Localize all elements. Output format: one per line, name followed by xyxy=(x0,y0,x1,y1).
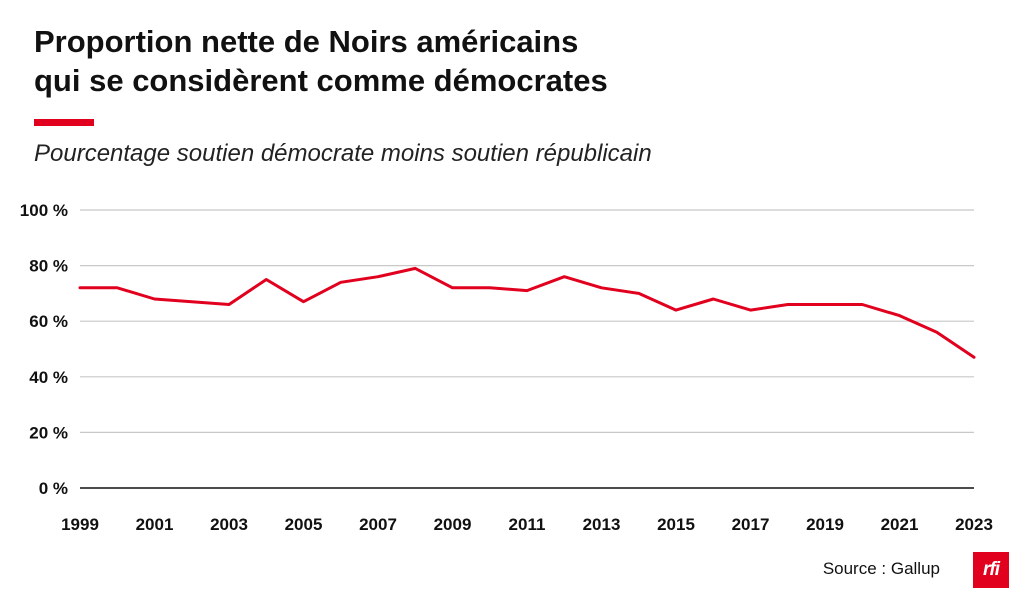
x-tick-label-2015: 2015 xyxy=(657,515,695,534)
y-tick-label-40: 40 % xyxy=(29,368,68,387)
x-tick-label-2001: 2001 xyxy=(136,515,174,534)
source-note: Source : Gallup xyxy=(822,559,940,578)
x-tick-label-2011: 2011 xyxy=(509,515,546,534)
x-tick-label-1999: 1999 xyxy=(61,515,99,534)
grid-lines xyxy=(80,209,974,489)
series-line-0 xyxy=(78,266,976,359)
x-tick-label-2019: 2019 xyxy=(806,515,844,534)
x-tick-label-2005: 2005 xyxy=(285,515,323,534)
x-tick-label-2017: 2017 xyxy=(732,515,770,534)
y-tick-label-80: 80 % xyxy=(29,257,68,276)
y-axis-labels: 0 % 20 % 40 % 60 % 80 % 100 % xyxy=(20,201,68,498)
title-accent-bar xyxy=(34,119,94,126)
chart-title: Proportion nette de Noirs américains qui… xyxy=(34,22,934,100)
x-tick-label-2013: 2013 xyxy=(583,515,621,534)
y-tick-label-100: 100 % xyxy=(20,201,68,220)
x-tick-label-2007: 2007 xyxy=(359,515,397,534)
x-tick-label-2009: 2009 xyxy=(434,515,472,534)
x-axis-labels: 1999 2001 2003 2005 2007 2009 2011 2013 2015 2017… xyxy=(61,515,993,534)
x-tick-label-2023: 2023 xyxy=(955,515,993,534)
rfi-logo: rfi xyxy=(973,552,1009,588)
x-tick-label-2021: 2021 xyxy=(881,515,919,534)
y-tick-label-60: 60 % xyxy=(29,312,68,331)
x-tick-label-2003: 2003 xyxy=(210,515,248,534)
data-series xyxy=(78,266,976,359)
y-tick-label-0: 0 % xyxy=(39,479,68,498)
chart-subtitle: Pourcentage soutien démocrate moins sout… xyxy=(34,140,652,167)
chart-title-line-1: Proportion nette de Noirs américains xyxy=(34,24,579,59)
y-tick-label-20: 20 % xyxy=(29,423,68,442)
chart-title-line-2: qui se considèrent comme démocrates xyxy=(34,63,608,98)
